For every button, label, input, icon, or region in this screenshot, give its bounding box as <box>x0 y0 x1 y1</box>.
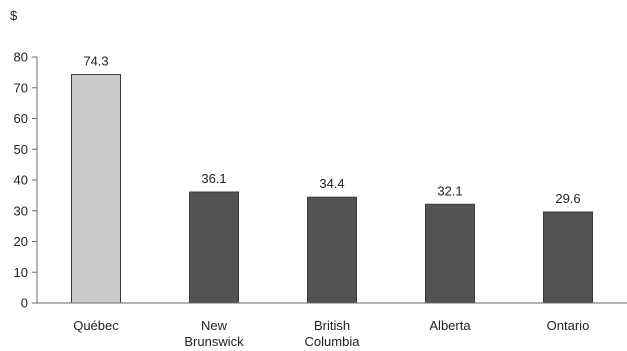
y-tick-label: 80 <box>14 50 28 65</box>
bar-4 <box>543 211 593 304</box>
data-label-1: 36.1 <box>201 171 226 186</box>
category-label-1: New Brunswick <box>184 318 244 349</box>
bar-0 <box>71 74 121 304</box>
y-tick-label: 0 <box>21 296 28 311</box>
y-axis-unit-label: $ <box>10 8 18 23</box>
y-tick-label: 60 <box>14 111 28 126</box>
category-label-0: Québec <box>73 318 119 333</box>
bar-3 <box>425 203 475 304</box>
bar-1 <box>189 191 239 304</box>
y-tick-label: 30 <box>14 203 28 218</box>
data-labels: 74.3 36.1 34.4 32.1 29.6 <box>83 54 580 206</box>
category-label-4: Ontario <box>547 318 590 333</box>
bar-2 <box>307 196 357 304</box>
data-label-3: 32.1 <box>437 183 462 198</box>
y-tick-label: 40 <box>14 173 28 188</box>
y-tick-label: 50 <box>14 142 28 157</box>
category-labels: Québec New Brunswick British Columbia Alberta… <box>73 318 589 349</box>
data-label-2: 34.4 <box>319 176 344 191</box>
y-axis-ticks: 0 10 20 30 40 50 60 70 80 <box>14 50 37 311</box>
category-label-2: British Columbia <box>305 318 361 349</box>
y-tick-label: 70 <box>14 80 28 95</box>
data-label-4: 29.6 <box>555 191 580 206</box>
category-label-3: Alberta <box>429 318 471 333</box>
data-label-0: 74.3 <box>83 54 108 69</box>
bars <box>71 74 593 304</box>
y-tick-label: 20 <box>14 234 28 249</box>
y-tick-label: 10 <box>14 265 28 280</box>
